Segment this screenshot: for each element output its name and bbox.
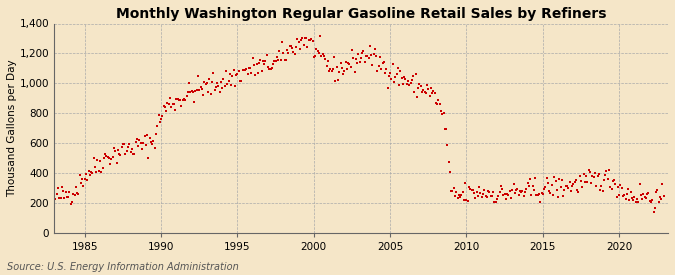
Y-axis label: Thousand Gallons per Day: Thousand Gallons per Day — [7, 59, 17, 197]
Text: Source: U.S. Energy Information Administration: Source: U.S. Energy Information Administ… — [7, 262, 238, 272]
Title: Monthly Washington Regular Gasoline Retail Sales by Refiners: Monthly Washington Regular Gasoline Reta… — [116, 7, 606, 21]
